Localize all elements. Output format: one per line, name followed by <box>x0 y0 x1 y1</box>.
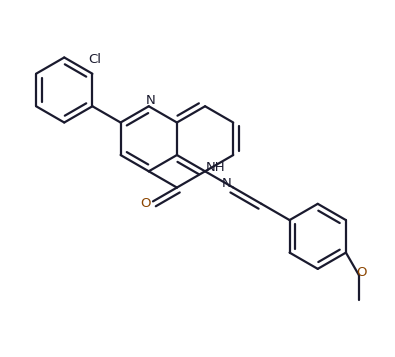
Text: O: O <box>140 197 150 210</box>
Text: NH: NH <box>206 161 226 174</box>
Text: N: N <box>222 177 231 190</box>
Text: N: N <box>146 94 156 107</box>
Text: Cl: Cl <box>88 53 101 66</box>
Text: O: O <box>357 266 367 280</box>
